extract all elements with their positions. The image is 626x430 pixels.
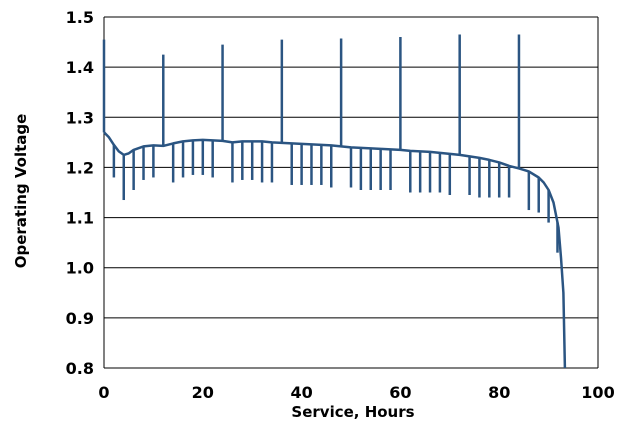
x-tick-label: 40: [290, 383, 312, 402]
y-tick-label: 0.9: [66, 309, 94, 328]
x-tick-label: 60: [389, 383, 411, 402]
plot-area: [102, 34, 567, 369]
y-tick-label: 0.8: [66, 359, 94, 378]
x-axis-title: Service, Hours: [291, 403, 414, 421]
y-tick-label: 1.0: [66, 259, 94, 278]
y-axis-title: Operating Voltage: [12, 114, 30, 269]
x-tick-labels: 0 20 40 60 80 100: [98, 383, 614, 402]
x-tick-label: 80: [488, 383, 510, 402]
x-tick-label: 20: [192, 383, 214, 402]
y-tick-label: 1.3: [66, 108, 94, 127]
x-tick-label: 100: [581, 383, 614, 402]
voltage-series-line: [103, 131, 567, 369]
y-tick-labels: 0.8 0.9 1.0 1.1 1.2 1.3 1.4 1.5: [66, 8, 94, 378]
y-tick-label: 1.2: [66, 158, 94, 177]
y-tick-label: 1.4: [66, 58, 94, 77]
y-tick-label: 1.1: [66, 209, 94, 228]
x-tick-label: 0: [98, 383, 109, 402]
y-tick-label: 1.5: [66, 8, 94, 27]
grid-lines: [103, 16, 599, 369]
